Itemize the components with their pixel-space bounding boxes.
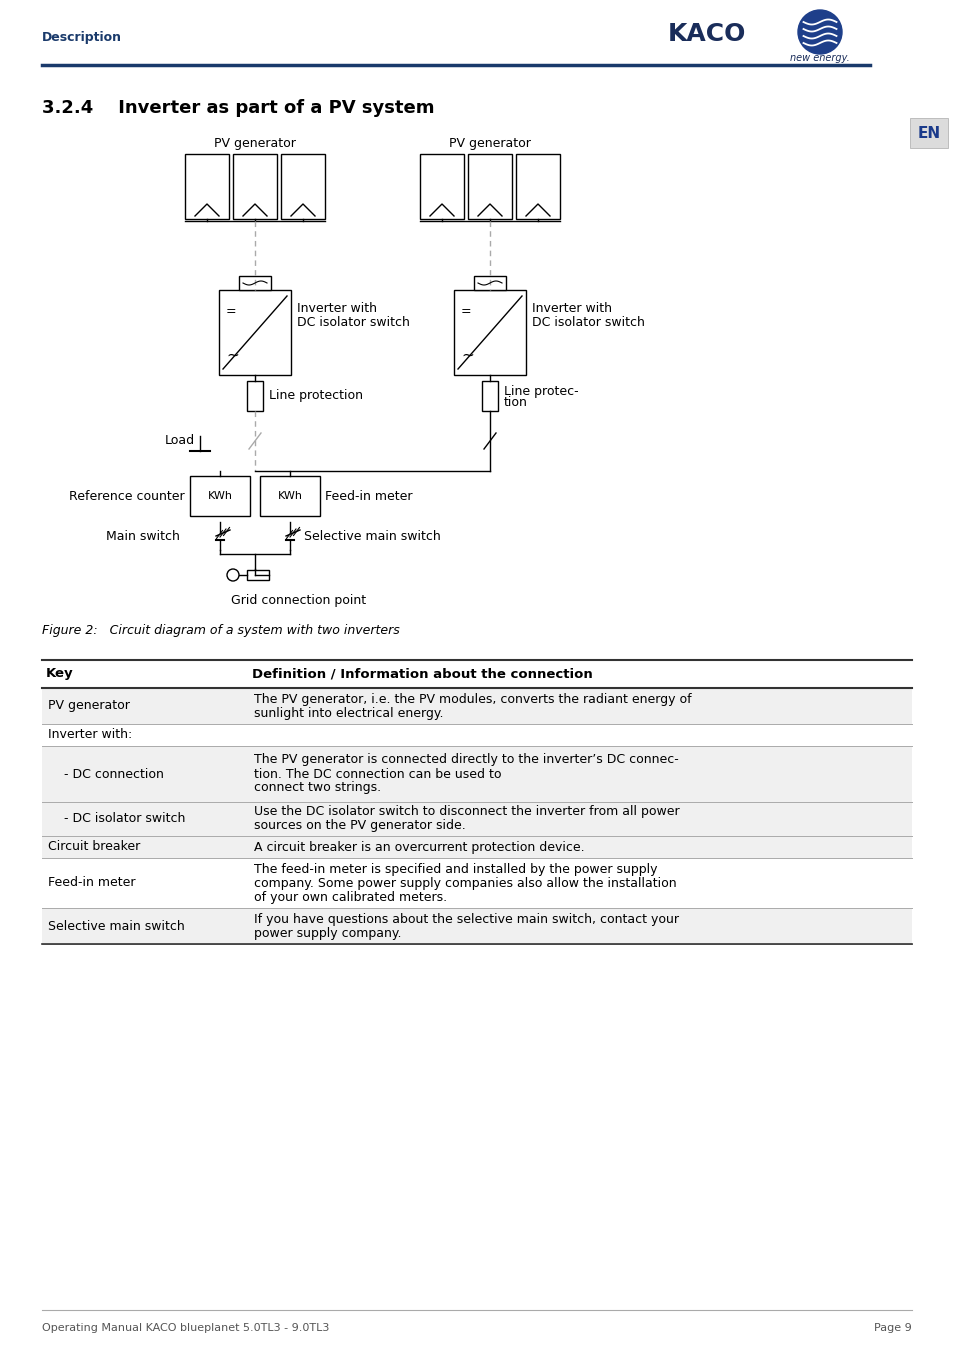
Text: Main switch: Main switch <box>106 529 180 543</box>
Bar <box>42 747 911 802</box>
Bar <box>419 154 463 219</box>
Text: If you have questions about the selective main switch, contact your: If you have questions about the selectiv… <box>253 913 679 926</box>
Text: tion. The DC connection can be used to: tion. The DC connection can be used to <box>253 768 501 780</box>
Bar <box>233 154 276 219</box>
Text: The PV generator is connected directly to the inverter’s DC connec-: The PV generator is connected directly t… <box>253 753 678 767</box>
Text: Line protection: Line protection <box>269 390 363 402</box>
Text: =: = <box>460 305 471 319</box>
Text: A circuit breaker is an overcurrent protection device.: A circuit breaker is an overcurrent prot… <box>253 841 584 853</box>
Text: Key: Key <box>46 667 73 680</box>
Text: power supply company.: power supply company. <box>253 926 401 940</box>
Bar <box>239 275 271 290</box>
Text: Selective main switch: Selective main switch <box>48 919 185 933</box>
Text: DC isolator switch: DC isolator switch <box>296 316 410 328</box>
Text: Operating Manual KACO blueplanet 5.0TL3 - 9.0TL3: Operating Manual KACO blueplanet 5.0TL3 … <box>42 1323 329 1332</box>
Text: Inverter with:: Inverter with: <box>48 729 132 741</box>
Bar <box>247 570 269 580</box>
Text: Figure 2:   Circuit diagram of a system with two inverters: Figure 2: Circuit diagram of a system wi… <box>42 624 399 637</box>
Text: - DC isolator switch: - DC isolator switch <box>48 813 185 825</box>
Text: EN: EN <box>917 126 940 140</box>
Text: Use the DC isolator switch to disconnect the inverter from all power: Use the DC isolator switch to disconnect… <box>253 806 679 818</box>
Text: Page 9: Page 9 <box>873 1323 911 1332</box>
Text: Feed-in meter: Feed-in meter <box>48 876 135 890</box>
Bar <box>42 802 911 836</box>
Text: PV generator: PV generator <box>48 699 130 713</box>
Text: Inverter with: Inverter with <box>296 301 376 315</box>
Text: Line protec-: Line protec- <box>503 385 578 397</box>
Text: DC isolator switch: DC isolator switch <box>532 316 644 328</box>
Bar <box>185 154 229 219</box>
Text: ~: ~ <box>460 347 474 363</box>
Text: The feed-in meter is specified and installed by the power supply: The feed-in meter is specified and insta… <box>253 863 657 876</box>
Text: =: = <box>226 305 236 319</box>
Bar <box>219 290 291 375</box>
Bar <box>260 477 319 516</box>
Text: PV generator: PV generator <box>449 136 531 150</box>
Text: Feed-in meter: Feed-in meter <box>325 490 412 502</box>
Circle shape <box>227 568 239 580</box>
Text: Reference counter: Reference counter <box>70 490 185 502</box>
Text: Grid connection point: Grid connection point <box>231 594 366 608</box>
Text: connect two strings.: connect two strings. <box>253 782 381 795</box>
Text: sunlight into electrical energy.: sunlight into electrical energy. <box>253 706 443 720</box>
Bar <box>468 154 512 219</box>
Text: KWh: KWh <box>208 491 233 501</box>
Text: of your own calibrated meters.: of your own calibrated meters. <box>253 891 447 903</box>
Bar <box>516 154 559 219</box>
Text: company. Some power supply companies also allow the installation: company. Some power supply companies als… <box>253 876 676 890</box>
Bar <box>42 724 911 747</box>
Bar <box>190 477 250 516</box>
Bar <box>42 859 911 909</box>
Text: sources on the PV generator side.: sources on the PV generator side. <box>253 819 465 833</box>
Bar <box>281 154 325 219</box>
Text: tion: tion <box>503 397 527 409</box>
Text: The PV generator, i.e. the PV modules, converts the radiant energy of: The PV generator, i.e. the PV modules, c… <box>253 693 691 706</box>
Text: Load: Load <box>165 435 194 447</box>
Text: Description: Description <box>42 31 122 45</box>
Text: KWh: KWh <box>277 491 302 501</box>
Bar <box>481 381 497 410</box>
FancyBboxPatch shape <box>909 117 947 148</box>
Bar <box>474 275 505 290</box>
Text: PV generator: PV generator <box>213 136 295 150</box>
Text: Definition / Information about the connection: Definition / Information about the conne… <box>252 667 592 680</box>
Text: ~: ~ <box>226 347 238 363</box>
Bar <box>454 290 525 375</box>
Text: KACO: KACO <box>667 22 745 46</box>
Text: - DC connection: - DC connection <box>48 768 164 780</box>
Circle shape <box>797 9 841 54</box>
Bar <box>42 836 911 859</box>
Bar <box>42 688 911 724</box>
Bar <box>42 909 911 944</box>
Text: new energy.: new energy. <box>789 53 849 63</box>
Text: Inverter with: Inverter with <box>532 301 612 315</box>
Bar <box>247 381 263 410</box>
Text: Selective main switch: Selective main switch <box>304 529 440 543</box>
Text: 3.2.4    Inverter as part of a PV system: 3.2.4 Inverter as part of a PV system <box>42 99 434 117</box>
Text: Circuit breaker: Circuit breaker <box>48 841 140 853</box>
